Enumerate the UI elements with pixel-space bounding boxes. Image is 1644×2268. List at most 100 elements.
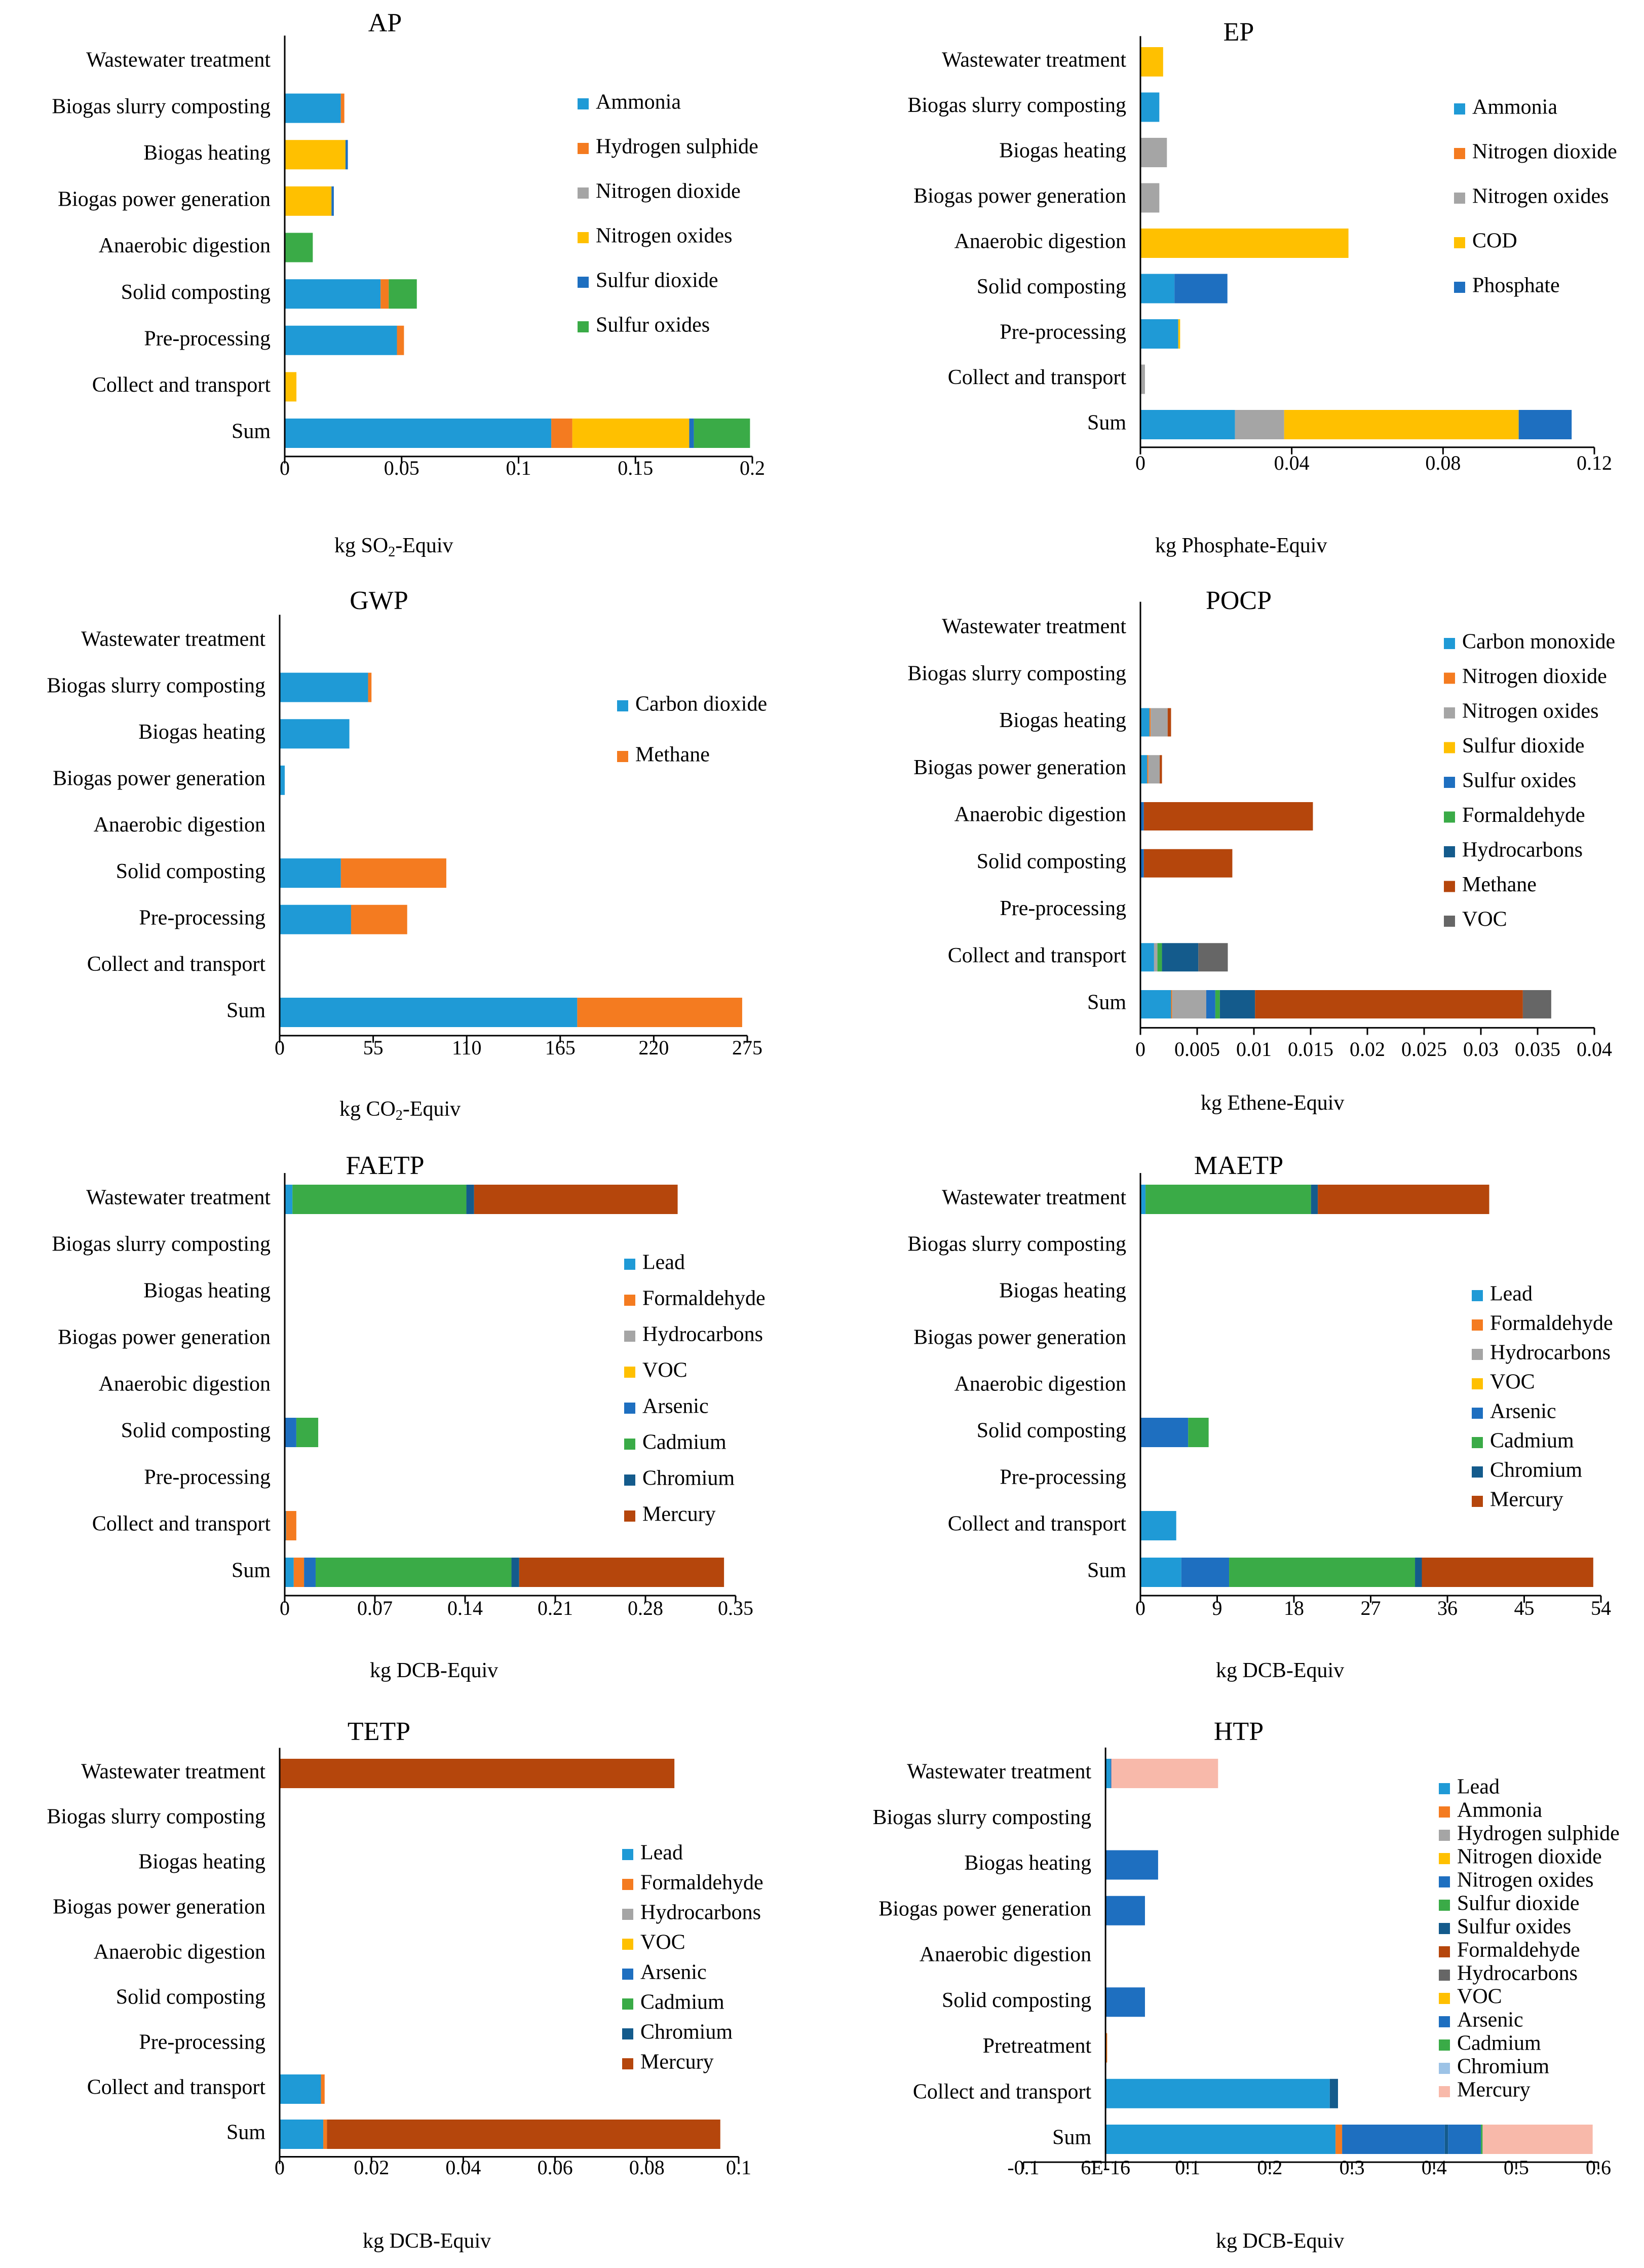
bar-segment [577, 998, 742, 1027]
category-label: Pre-processing [144, 327, 271, 350]
category-label: Wastewater treatment [86, 49, 271, 72]
legend-swatch [1439, 1993, 1450, 2004]
bar-segment [340, 93, 345, 123]
chart-gwp: GWP Wastewater treatment Biogas slurry com… [47, 586, 767, 1123]
bar-segment [285, 372, 297, 402]
bar-segment [1105, 1759, 1111, 1788]
legend-swatch [624, 1295, 635, 1306]
category-label: Biogas heating [138, 721, 265, 744]
bar-segment [1178, 319, 1180, 349]
x-tick-label: 0.015 [1288, 1038, 1333, 1061]
category-label: Sum [1087, 991, 1126, 1014]
bar-segment [1171, 990, 1172, 1018]
bar-segment [1140, 183, 1160, 213]
chart-faetp: FAETP Wastewater treatment Biogas slurry c… [52, 1151, 765, 1682]
bar-segment [1235, 410, 1284, 439]
x-tick-label: 36 [1437, 1597, 1458, 1619]
category-label: Biogas slurry composting [907, 662, 1126, 685]
legend-label: Formaldehyde [640, 1871, 763, 1895]
bar-segment [1140, 1185, 1146, 1214]
legend-label: Chromium [642, 1467, 735, 1490]
legend-label: Lead [640, 1841, 683, 1865]
bar-segment [1255, 990, 1523, 1018]
legend-swatch [578, 277, 589, 288]
x-tick-label: 0.025 [1401, 1038, 1447, 1061]
legend-label: Sulfur dioxide [1457, 1892, 1579, 1915]
legend-swatch [617, 700, 628, 711]
chart-pocp: POCP Wastewater treatment Biogas slurry co… [907, 586, 1615, 1115]
bar-segment [1148, 755, 1160, 784]
bar-segment [1140, 364, 1145, 394]
legend-label: Formaldehyde [1457, 1939, 1580, 1962]
category-label: Sum [226, 2121, 265, 2144]
legend-swatch [1439, 1806, 1450, 1818]
x-axis-label: kg Phosphate-Equiv [1155, 534, 1327, 557]
legend: Ammonia Hydrogen sulphide Nitrogen dioxide… [578, 91, 758, 337]
legend-swatch [1444, 777, 1455, 788]
x-axis-label: kg Ethene-Equiv [1201, 1091, 1344, 1115]
legend-label: Methane [1462, 873, 1537, 896]
bar-segment [292, 1185, 467, 1214]
bar-segment [1140, 943, 1154, 972]
category-label: Solid composting [977, 850, 1126, 873]
category-label: Wastewater treatment [942, 615, 1126, 638]
legend-label: Sulfur dioxide [596, 269, 718, 292]
category-label: Biogas heating [999, 139, 1126, 163]
chart-title: TETP [348, 1717, 410, 1746]
bar-segment [1105, 1850, 1158, 1880]
bar-segment [1105, 2033, 1107, 2063]
legend-label: Formaldehyde [642, 1287, 766, 1310]
legend-swatch [1454, 103, 1465, 115]
x-axis-label: kg SO2-Equiv [334, 534, 453, 560]
bar-segment [1147, 755, 1149, 784]
legend: Lead Formaldehyde Hydrocarbons VOC Arsenic Ca… [624, 1251, 766, 1526]
legend-swatch [1444, 916, 1455, 927]
legend-swatch [1439, 2016, 1450, 2027]
bar-segment [1198, 943, 1228, 972]
bar-segment [1167, 708, 1171, 737]
bar-segment [1110, 1759, 1112, 1788]
legend-swatch [624, 1259, 635, 1270]
bar-segment [1105, 2078, 1330, 2108]
bar-segment [1140, 1418, 1189, 1447]
legend-label: Sulfur dioxide [1462, 734, 1584, 758]
bar-segment [285, 1558, 294, 1587]
category-label: Solid composting [121, 1419, 271, 1443]
bar-segment [280, 1759, 675, 1788]
legend-label: Sulfur oxides [1457, 1915, 1571, 1939]
bar-segment [551, 419, 572, 448]
x-tick-label: 0.08 [1425, 451, 1461, 474]
legend-label: Chromium [1457, 2055, 1549, 2078]
category-label: Biogas slurry composting [907, 1233, 1126, 1256]
legend-label: Nitrogen oxides [1462, 700, 1598, 723]
bar-segment [327, 2120, 720, 2149]
legend: Lead Formaldehyde Hydrocarbons VOC Arsenic Ca… [1472, 1282, 1613, 1511]
x-tick-label: 0.2 [740, 457, 765, 479]
bar-segment [466, 1185, 474, 1214]
x-tick-label: 0.12 [1577, 451, 1612, 474]
legend-swatch [1439, 1876, 1450, 1887]
category-label: Pre-processing [1000, 897, 1126, 920]
x-tick-label: 0 [1135, 1038, 1145, 1061]
bar-segment [304, 1558, 316, 1587]
legend-swatch [578, 187, 589, 199]
legend-swatch [578, 143, 589, 154]
bar-segment [397, 325, 404, 355]
legend-swatch [1444, 707, 1455, 719]
legend-label: Nitrogen oxides [1457, 1869, 1593, 1892]
legend-label: Arsenic [1457, 2009, 1523, 2032]
category-label: Biogas power generation [53, 767, 265, 790]
legend: Carbon dioxide Methane [617, 693, 767, 767]
x-tick-label: -0.1 [1007, 2156, 1039, 2179]
legend-swatch [1472, 1319, 1483, 1331]
x-tick-label: 0.21 [538, 1597, 573, 1619]
x-tick-label: 0.02 [354, 2156, 389, 2179]
category-label: Biogas power generation [53, 1896, 265, 1919]
bar-segment [285, 140, 346, 170]
bar-segment [474, 1185, 678, 1214]
legend-label: Arsenic [640, 1961, 707, 1984]
bar-segment [1329, 2078, 1339, 2108]
bar-segment [1215, 990, 1220, 1018]
category-label: Solid composting [121, 281, 271, 304]
